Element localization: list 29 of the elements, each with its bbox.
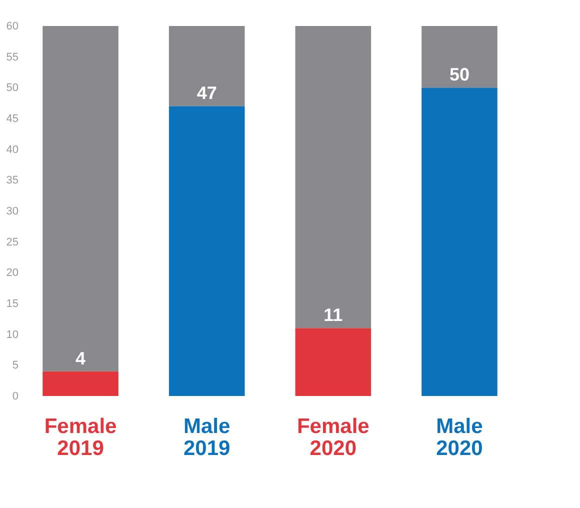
data-label: 11 (324, 305, 343, 326)
x-tick-label: Male 2020 (436, 415, 483, 460)
bar (422, 26, 498, 88)
bar (42, 371, 118, 396)
bar (42, 26, 118, 372)
y-tick-label: 10 (6, 328, 18, 341)
bar (295, 328, 372, 396)
data-label: 47 (196, 83, 217, 104)
bar (422, 88, 498, 396)
x-tick-label: Female 2020 (296, 415, 370, 460)
y-tick-label: 30 (6, 206, 18, 218)
y-tick-label: 40 (6, 144, 18, 156)
y-tick-label: 15 (6, 298, 18, 310)
y-tick-label: 0 (12, 390, 18, 402)
x-tick-label: Female 2019 (44, 415, 117, 460)
y-tick-label: 45 (6, 113, 18, 125)
y-tick-label: 25 (6, 236, 18, 248)
y-tick-label: 60 (6, 20, 18, 32)
bar (168, 26, 245, 106)
y-tick-label: 20 (6, 267, 18, 280)
y-tick-label: 50 (6, 82, 18, 94)
x-tick-label: Male 2019 (183, 415, 230, 460)
bar (295, 26, 372, 328)
y-tick-label: 5 (12, 360, 18, 372)
y-tick-label: 55 (6, 51, 18, 64)
bar (168, 106, 245, 396)
data-label: 50 (449, 64, 470, 85)
y-tick-label: 35 (6, 174, 18, 187)
data-label: 4 (76, 348, 86, 368)
